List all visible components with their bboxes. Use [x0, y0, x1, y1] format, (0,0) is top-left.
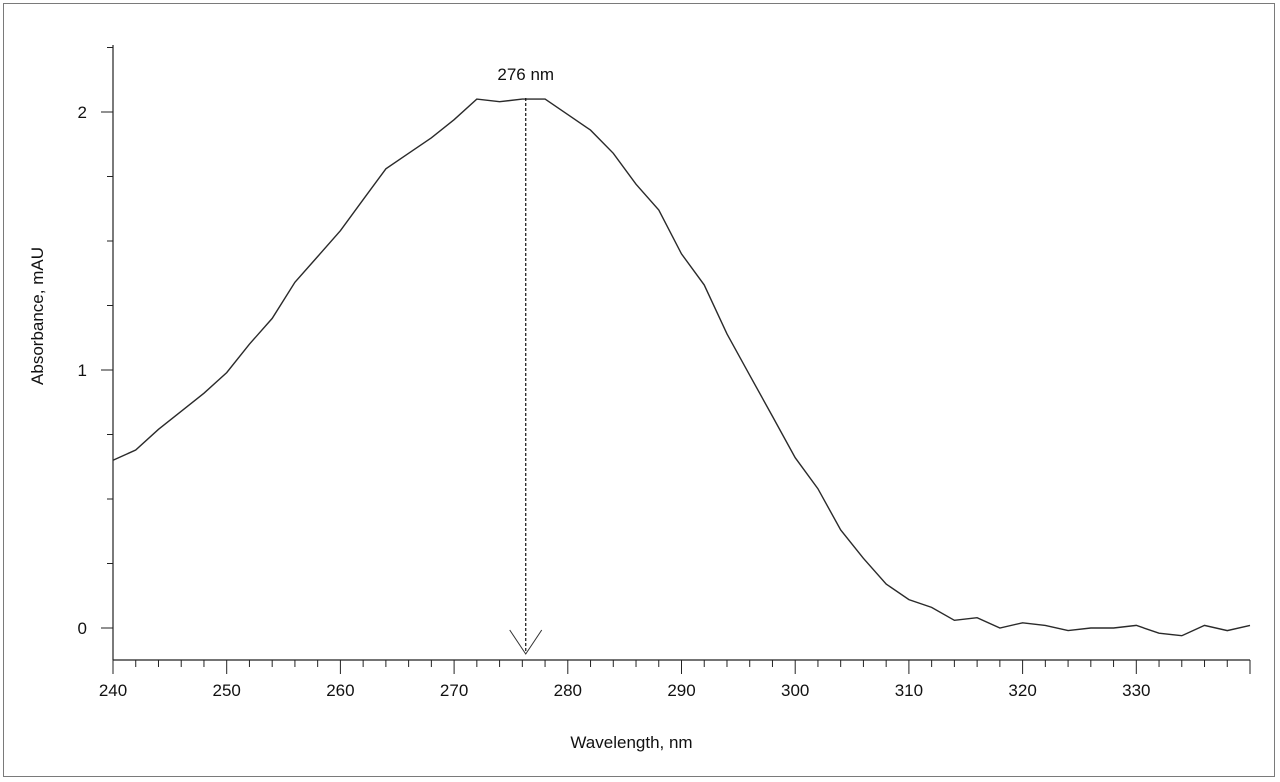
- y-tick-label: 0: [78, 619, 87, 638]
- y-tick-label: 1: [78, 361, 87, 380]
- absorbance-series-line: [112, 98, 1251, 637]
- y-axis-label: Absorbance, mAU: [28, 247, 47, 385]
- x-axis-ticks: 240 250 260 270 280 290 300 310 320 330: [99, 660, 1251, 700]
- x-tick-label: 310: [895, 681, 923, 700]
- x-tick-label: 270: [440, 681, 468, 700]
- x-axis-label: Wavelength, nm: [570, 733, 692, 752]
- y-axis-ticks: 0 1 2: [78, 47, 113, 638]
- peak-arrow-icon: [509, 629, 543, 655]
- x-tick-label: 280: [554, 681, 582, 700]
- x-tick-label: 290: [667, 681, 695, 700]
- peak-annotation-label: 276 nm: [497, 65, 554, 84]
- x-tick-label: 330: [1122, 681, 1150, 700]
- peak-marker: [509, 98, 543, 655]
- x-tick-label: 260: [326, 681, 354, 700]
- y-tick-label: 2: [78, 103, 87, 122]
- axes: [112, 45, 1250, 661]
- chart-frame: [3, 3, 1275, 777]
- x-tick-label: 300: [781, 681, 809, 700]
- x-tick-label: 250: [213, 681, 241, 700]
- x-tick-label: 240: [99, 681, 127, 700]
- x-tick-label: 320: [1008, 681, 1036, 700]
